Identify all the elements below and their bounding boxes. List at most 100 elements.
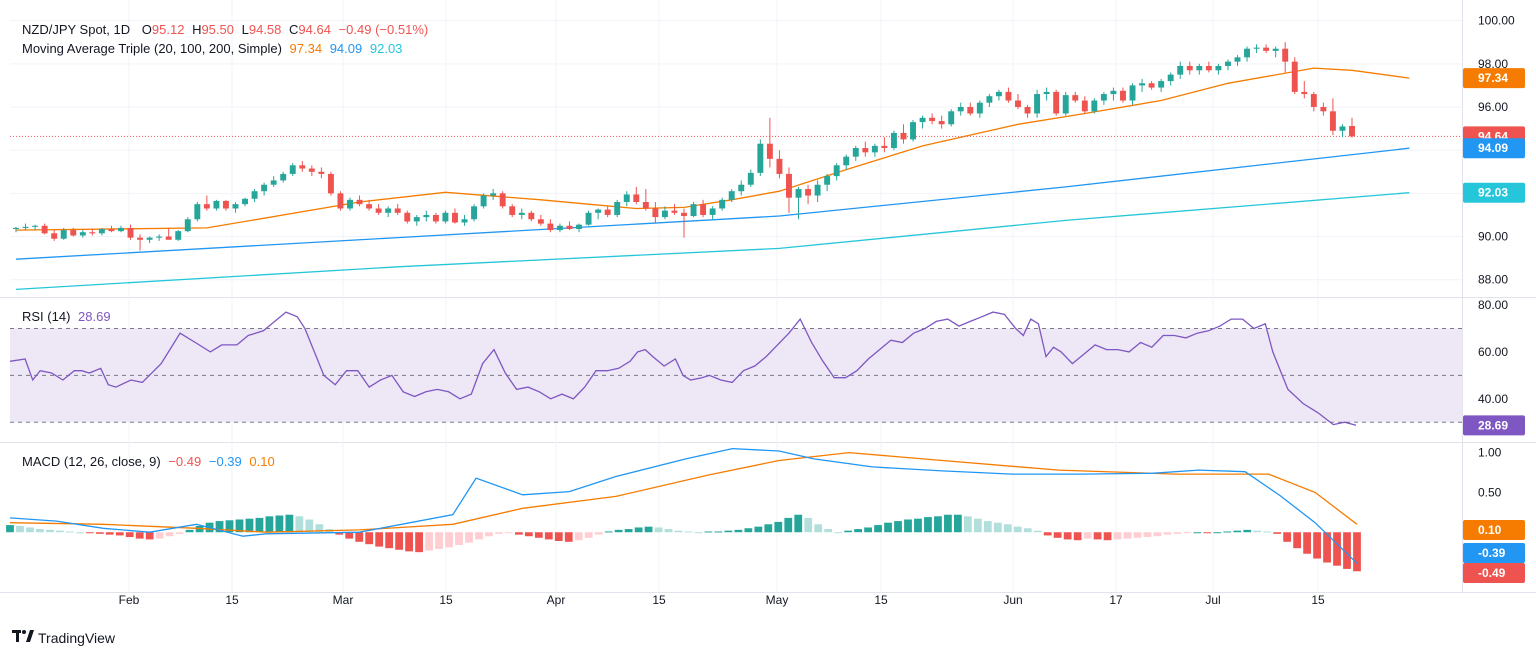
macd-histogram-bar	[105, 532, 114, 535]
candle-body	[852, 148, 859, 157]
macd-histogram-bar	[485, 532, 493, 537]
candle-body	[308, 168, 315, 172]
candle-body	[327, 173, 334, 194]
rsi-tick-label: 60.00	[1478, 345, 1508, 359]
brand-name: TradingView	[38, 629, 116, 646]
candle-body	[652, 208, 659, 218]
candle-body	[1148, 83, 1155, 88]
candle-body	[1129, 85, 1136, 101]
macd-histogram-bar	[1223, 531, 1232, 533]
macd-histogram-bar	[145, 532, 154, 540]
candle-body	[165, 236, 172, 240]
candle-body	[957, 107, 964, 112]
macd-histogram-bar	[1003, 524, 1012, 533]
candle-body	[995, 91, 1002, 97]
macd-histogram-bar	[644, 526, 653, 533]
candle-body	[633, 194, 640, 202]
macd-histogram-bar	[1153, 532, 1162, 537]
candle-body	[60, 230, 67, 239]
macd-histogram-bar	[973, 518, 982, 533]
macd-histogram-bar	[904, 519, 912, 533]
symbol-title[interactable]: NZD/JPY Spot, 1D	[22, 22, 131, 37]
signal-value: 0.10	[249, 454, 275, 469]
candle-body	[938, 121, 945, 125]
candle-body	[1110, 90, 1117, 95]
macd-histogram-bar	[295, 516, 304, 533]
low-value: L94.58	[241, 22, 282, 37]
candle-body	[471, 206, 478, 220]
candle-body	[461, 219, 468, 223]
macd-histogram-bar	[914, 518, 922, 533]
macd-histogram-bar	[724, 530, 733, 533]
candle-body	[1253, 47, 1260, 49]
candle-body	[108, 228, 115, 232]
candle-body	[843, 156, 850, 166]
candle-body	[175, 231, 182, 240]
macd-histogram-bar	[614, 529, 623, 533]
macd-histogram-bar	[684, 531, 693, 533]
candle-body	[929, 117, 936, 122]
date-tick-label: Jun	[1003, 593, 1022, 607]
candle-body	[1329, 111, 1336, 131]
macd-value: −0.39	[208, 454, 242, 469]
candle-body	[337, 193, 344, 209]
candle-body	[347, 199, 353, 209]
macd-histogram-bar	[1183, 532, 1192, 534]
ma100-value: 94.09	[329, 41, 363, 56]
date-tick-label: 15	[439, 593, 453, 607]
macd-histogram-bar	[534, 532, 543, 538]
date-tick-label: 15	[225, 593, 239, 607]
candle-body	[661, 210, 668, 218]
macd-histogram-bar	[185, 529, 194, 533]
candle-body	[1158, 81, 1165, 88]
candle-body	[146, 237, 153, 240]
macd-histogram-bar	[125, 532, 134, 538]
candle-body	[1177, 65, 1184, 75]
candle-body	[1081, 100, 1088, 112]
macd-histogram-tag	[1463, 563, 1525, 583]
macd-histogram-bar	[894, 521, 902, 533]
candle-body	[709, 208, 716, 215]
ma200-price-tag	[1463, 182, 1525, 203]
macd-histogram-bar	[1103, 532, 1112, 541]
candle-body	[1053, 91, 1060, 114]
candle-body	[22, 226, 29, 228]
macd-legend: MACD (12, 26, close, 9) −0.49 −0.39 0.10	[22, 454, 279, 469]
macd-histogram-bar	[1203, 532, 1212, 534]
macd-histogram-bar	[1263, 531, 1272, 533]
rsi-tick-label: 80.00	[1478, 298, 1508, 312]
macd-value-tag	[1463, 543, 1525, 563]
macd-histogram-bar	[884, 522, 892, 533]
macd-histogram-bar	[155, 532, 164, 539]
macd-histogram-bar	[654, 527, 663, 533]
macd-histogram-bar	[135, 532, 144, 539]
candle-body	[1005, 91, 1012, 101]
macd-histogram-bar	[495, 532, 503, 534]
close-value: C94.64	[289, 22, 331, 37]
macd-histogram-bar	[824, 529, 833, 533]
date-tick-label: Feb	[119, 593, 140, 607]
candle-body	[757, 143, 764, 173]
candle-body	[232, 204, 239, 209]
macd-histogram-bar	[345, 532, 354, 539]
price-tick-label: 100.00	[1478, 14, 1515, 28]
macd-histogram-bar	[624, 529, 633, 533]
candle-body	[289, 165, 296, 174]
macd-title[interactable]: MACD (12, 26, close, 9)	[22, 454, 161, 469]
macd-histogram-bar	[385, 532, 394, 549]
macd-histogram-bar	[514, 532, 523, 535]
rsi-title[interactable]: RSI (14)	[22, 309, 71, 324]
candle-body	[1310, 94, 1317, 107]
macd-histogram-bar	[934, 516, 942, 533]
rsi-tick-label: 40.00	[1478, 392, 1508, 406]
candle-body	[70, 230, 77, 236]
macd-histogram-bar	[425, 532, 433, 551]
macd-histogram-bar	[1033, 530, 1042, 533]
macd-histogram-bar	[1253, 530, 1262, 533]
macd-histogram-bar	[754, 526, 763, 533]
ma-title[interactable]: Moving Average Triple (20, 100, 200, Sim…	[22, 41, 282, 56]
tradingview-brand[interactable]: TradingView	[12, 629, 115, 646]
candle-body	[1196, 65, 1203, 71]
macd-histogram-bar	[574, 532, 583, 541]
